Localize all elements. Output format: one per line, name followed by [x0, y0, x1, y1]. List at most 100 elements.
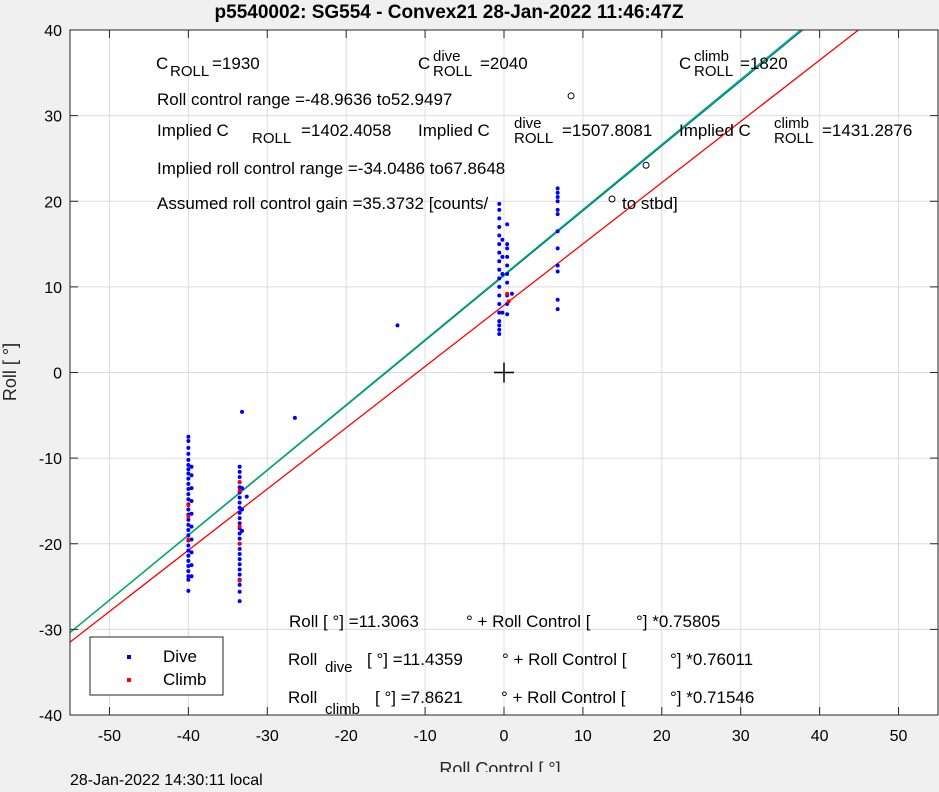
dive-point [186, 462, 191, 467]
climb-point [237, 578, 242, 583]
axis-ticks: -50 -40 -30 -20 -10 0 10 20 30 40 50 -40 -30 -20 -10 0 1… [39, 23, 938, 745]
climb-point [237, 488, 242, 493]
c-roll-dive-value: =2040 [480, 54, 528, 73]
c-roll-sub: ROLL [170, 63, 209, 80]
dive-point [555, 186, 560, 191]
c-roll-annotation: C ROLL =1930 [156, 54, 260, 80]
implied-dive-sup: dive [514, 115, 542, 132]
dive-point [500, 272, 505, 277]
c-roll-climb-sup: climb [694, 48, 729, 65]
dive-point [237, 552, 242, 557]
climb-point [237, 480, 242, 485]
dive-point [497, 224, 502, 229]
climb-point [505, 291, 510, 296]
x-tick-label: 10 [574, 728, 592, 745]
c-roll-climb-annotation: C climb ROLL =1820 [679, 48, 788, 80]
fit-roll-annotation: Roll [ °] =11.3063 ° + Roll Control [ °]… [289, 612, 720, 631]
dive-point [497, 267, 502, 272]
dive-point [237, 531, 242, 536]
legend-dive-marker [127, 655, 131, 659]
dive-point [505, 312, 510, 317]
implied-roll-sub: ROLL [252, 130, 291, 147]
y-tick-label: 30 [44, 109, 62, 126]
dive-point [189, 524, 194, 529]
dive-point [186, 543, 191, 548]
implied-c-dive-label: Implied C [418, 121, 490, 140]
x-tick-label: 30 [732, 728, 750, 745]
c-roll-dive-annotation: C dive ROLL =2040 [418, 48, 528, 80]
dive-point [497, 242, 502, 247]
dive-point [500, 237, 505, 242]
dive-point [186, 434, 191, 439]
fit-line-dive-fit [69, 29, 801, 634]
gain-text: Assumed roll control gain =35.3732 [coun… [157, 194, 489, 213]
c-roll-dive-sub: ROLL [433, 63, 472, 80]
dive-point [237, 599, 242, 604]
dive-point [555, 297, 560, 302]
c-roll-value: =1930 [212, 54, 260, 73]
climb-point [506, 299, 511, 304]
dive-point [497, 216, 502, 221]
dive-point [237, 469, 242, 474]
roll-control-range-text: Roll control range =-48.9636 to52.9497 [157, 90, 452, 109]
fit-climb-text-1: [ °] =7.8621 [375, 688, 463, 707]
dive-point [186, 522, 191, 527]
dive-point [497, 259, 502, 264]
dive-point [237, 589, 242, 594]
dive-point [505, 263, 510, 268]
legend-dive-label: Dive [163, 647, 197, 666]
dive-point [497, 276, 502, 281]
dive-point [186, 528, 191, 533]
legend-climb-label: Climb [163, 670, 206, 689]
c-roll-climb-sub: ROLL [694, 63, 733, 80]
fit-dive-base: Roll [288, 650, 317, 669]
dive-point [555, 212, 560, 217]
dive-point [555, 199, 560, 204]
dive-point [186, 497, 191, 502]
dive-point [237, 500, 242, 505]
dive-point [395, 323, 400, 328]
fit-climb-text-2: ° + Roll Control [ [501, 688, 626, 707]
y-tick-label: 40 [44, 23, 62, 40]
dive-point [186, 533, 191, 538]
dive-point [186, 439, 191, 443]
y-tick-label: -10 [39, 451, 62, 468]
implied-c-annotation: Implied C ROLL =1402.4058 Implied C dive… [157, 115, 912, 147]
fit-climb-sub: climb [325, 701, 360, 718]
dive-point [555, 246, 560, 251]
dive-point [555, 263, 560, 268]
x-tick-label: -40 [177, 728, 200, 745]
fit-lines [69, 29, 859, 643]
dive-point [237, 474, 242, 479]
dive-point [186, 558, 191, 563]
x-tick-label: -10 [414, 728, 437, 745]
dive-point [509, 291, 514, 296]
degree-icon [608, 195, 616, 203]
dive-point [189, 498, 194, 503]
dive-point [186, 471, 191, 476]
dive-point [186, 517, 191, 522]
c-roll-dive-base: C [418, 54, 430, 73]
dive-point [555, 269, 560, 274]
dive-point [497, 284, 502, 289]
dive-point [497, 327, 502, 332]
dive-point [186, 548, 191, 553]
dive-point [497, 319, 502, 324]
fit-roll-text-1: Roll [ °] =11.3063 [289, 612, 419, 631]
fit-climb-annotation: Roll climb [ °] =7.8621 ° + Roll Control… [288, 688, 754, 718]
fit-dive-text-2: ° + Roll Control [ [502, 650, 627, 669]
x-tick-label: -30 [256, 728, 279, 745]
dive-point [237, 521, 242, 526]
gain-text-end: to stbd] [622, 194, 678, 213]
y-tick-label: 0 [53, 366, 62, 383]
dive-point [237, 572, 242, 577]
climb-point [186, 537, 191, 542]
fit-roll-text-3: °] *0.75805 [636, 612, 720, 631]
dive-point [237, 546, 242, 551]
markers [494, 92, 650, 383]
y-tick-label: 20 [44, 194, 62, 211]
dive-point [505, 242, 510, 247]
y-tick-label: -30 [39, 622, 62, 639]
dive-point [497, 207, 502, 212]
legend-box [89, 636, 224, 696]
